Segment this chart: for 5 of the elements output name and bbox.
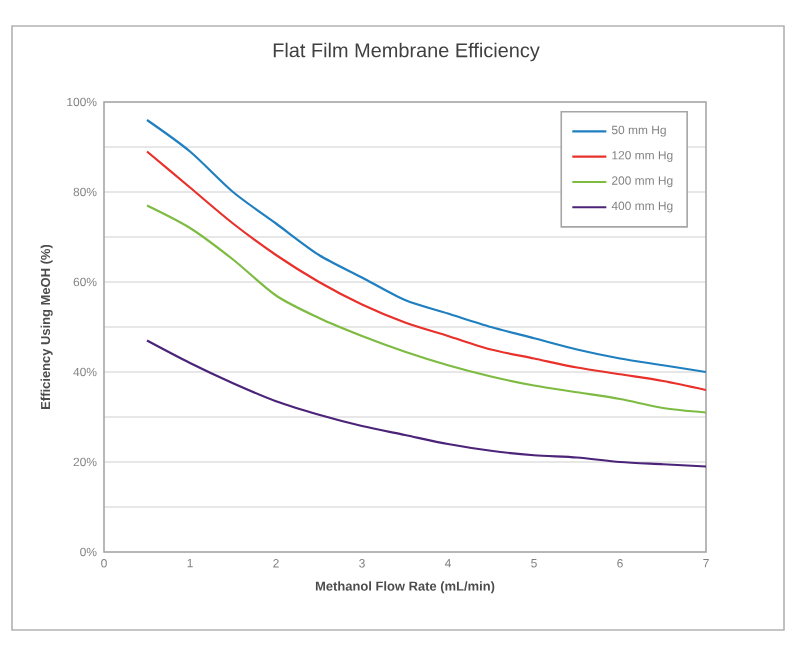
- line-series: [145, 118, 707, 374]
- line-series: [145, 150, 707, 392]
- line-series: [145, 339, 707, 468]
- line-series: [145, 204, 707, 414]
- chart-title: Flat Film Membrane Efficiency: [273, 42, 540, 62]
